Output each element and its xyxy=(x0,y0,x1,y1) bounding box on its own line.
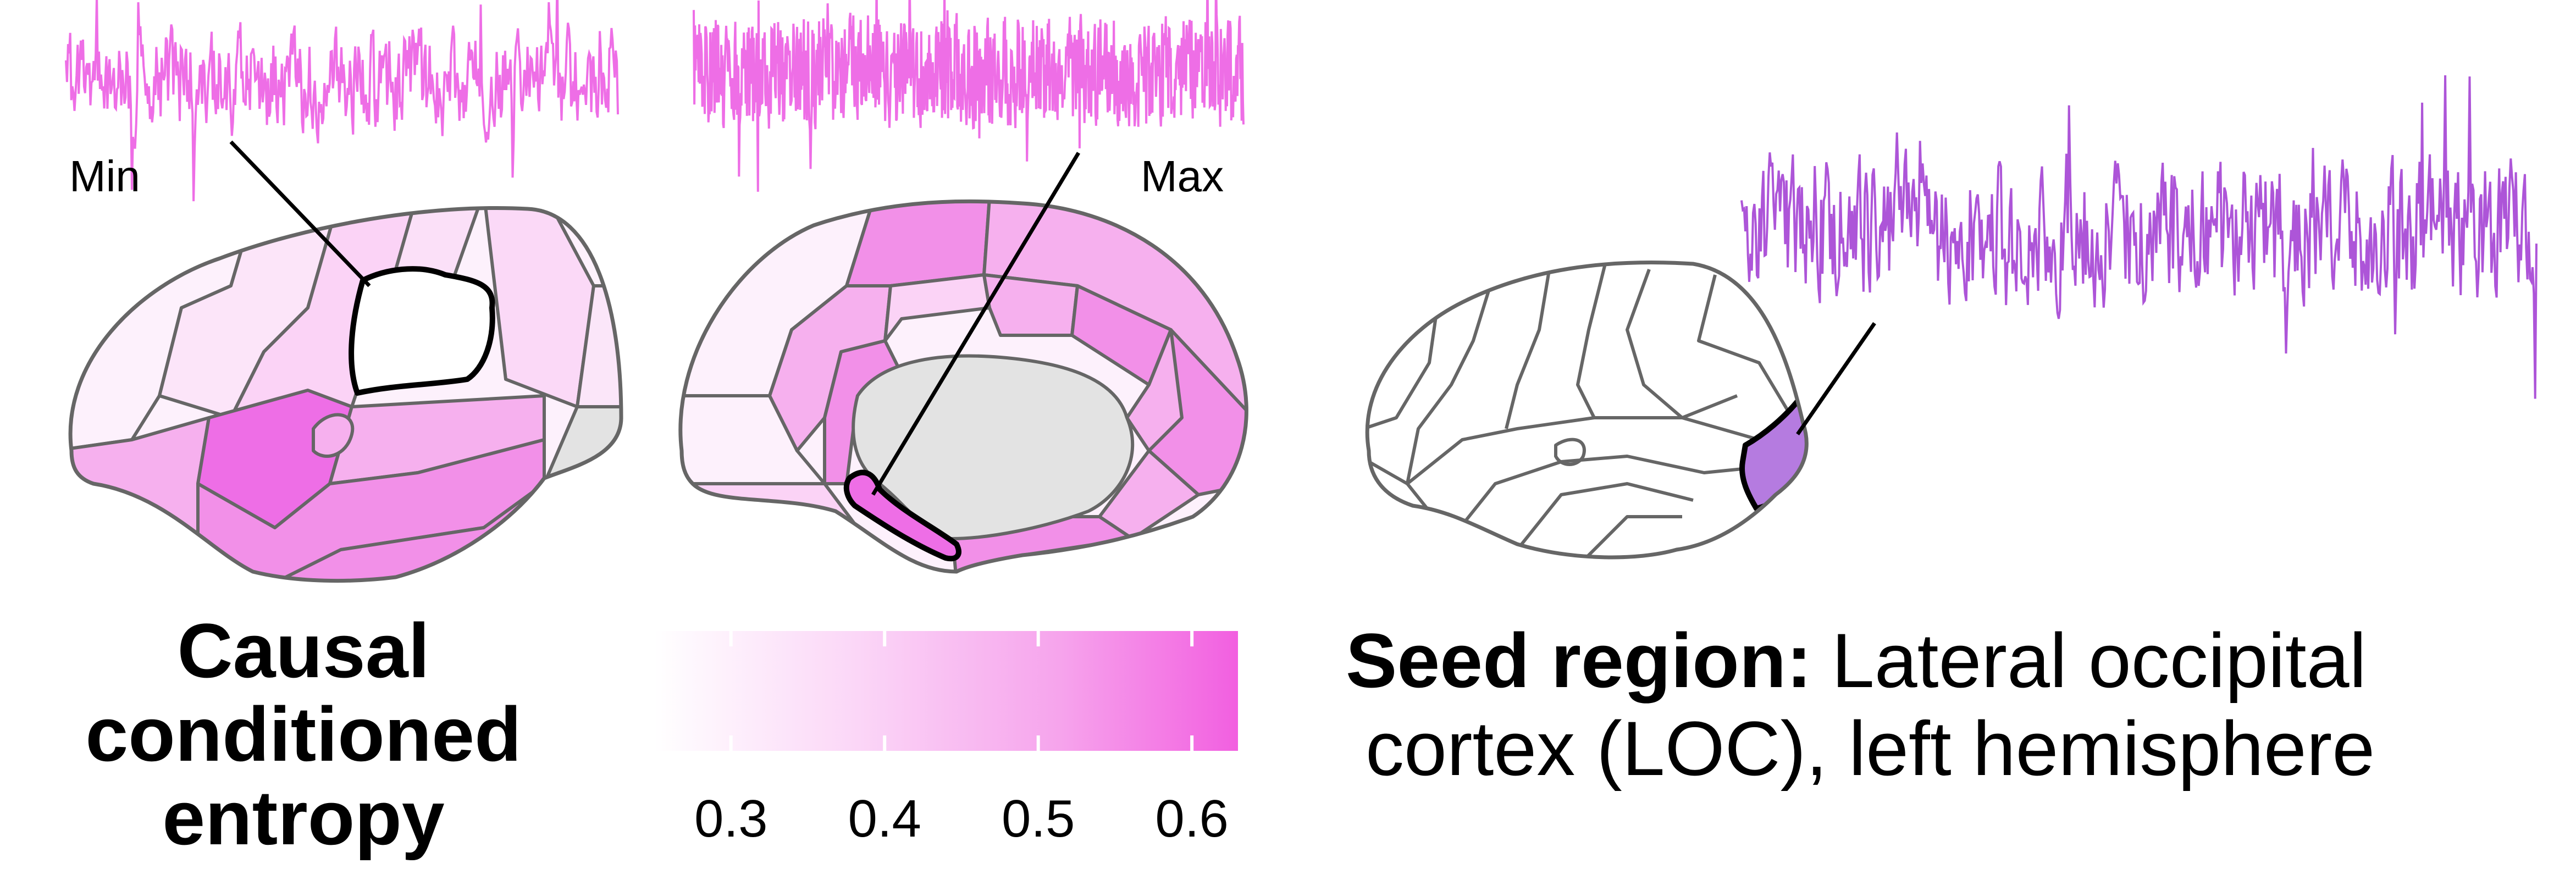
region-inferior-parietal xyxy=(576,284,621,419)
seed-caption-line1: Seed region: Lateral occipital xyxy=(1346,617,2367,704)
brain-medial-view: Max xyxy=(678,152,1248,574)
region-medial-orbitofrontal xyxy=(680,394,826,485)
brain-lateral-view: Min xyxy=(68,140,623,583)
seed-leader-line xyxy=(1796,322,1876,435)
seed-caption-rest: Lateral occipital xyxy=(1832,617,2367,704)
seed-caption-bold: Seed region: xyxy=(1346,617,1812,704)
region-caudal-anterior-cingulate xyxy=(883,273,991,342)
brain-seed-view xyxy=(1365,261,1876,560)
seed-region-time-series xyxy=(1740,75,2538,399)
min-leader-line xyxy=(229,140,371,287)
min-label: Min xyxy=(69,152,140,201)
max-leader-line xyxy=(871,152,1080,496)
measure-title: Causal conditioned entropy xyxy=(85,607,521,861)
brain-seed-outline xyxy=(1365,261,1809,560)
measure-title-line3: entropy xyxy=(162,774,445,861)
seed-region-caption: Seed region: Lateral occipital cortex (LO… xyxy=(1346,617,2375,792)
brain-medial-outline xyxy=(678,199,1248,574)
region-parahippocampal-posterior xyxy=(1125,328,1184,452)
region-transverse-temporal xyxy=(312,413,355,458)
measure-title-line2: conditioned xyxy=(85,691,521,777)
min-region-supramarginal xyxy=(349,266,495,396)
measure-title-line1: Causal xyxy=(177,607,429,694)
brain-lateral-outline xyxy=(68,206,623,583)
colorbar-gradient xyxy=(654,631,1238,751)
min-region-time-series xyxy=(65,0,619,202)
max-label: Max xyxy=(1141,152,1224,201)
seed-brain-sulci xyxy=(1367,263,1794,557)
colorbar-tick-label: 0.5 xyxy=(1002,789,1075,848)
time-series-traces xyxy=(65,0,2538,399)
region-medial-wall xyxy=(852,354,1135,540)
max-region-time-series xyxy=(693,0,1245,192)
colorbar-ticks xyxy=(729,631,1194,751)
seed-caption-line2: cortex (LOC), left hemisphere xyxy=(1366,705,2375,792)
colorbar-tick-labels: 0.3 0.4 0.5 0.6 xyxy=(694,789,1229,848)
colorbar-tick-label: 0.3 xyxy=(694,789,767,848)
colorbar-tick-label: 0.4 xyxy=(848,789,921,848)
colorbar: 0.3 0.4 0.5 0.6 xyxy=(654,631,1238,848)
colorbar-tick-label: 0.6 xyxy=(1155,789,1228,848)
